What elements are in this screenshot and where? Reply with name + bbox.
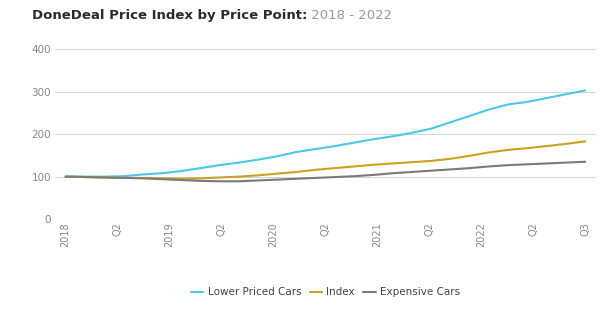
Expensive Cars <box>293 177 300 181</box>
Expensive Cars <box>139 177 146 180</box>
Expensive Cars <box>351 174 358 178</box>
Lower Priced Cars <box>293 150 300 154</box>
Lower Priced Cars <box>485 108 492 111</box>
Expensive Cars <box>581 160 589 164</box>
Index <box>293 170 300 174</box>
Index <box>101 176 108 179</box>
Index <box>177 177 185 181</box>
Lower Priced Cars <box>196 166 204 170</box>
Lower Priced Cars <box>447 121 454 124</box>
Index <box>581 140 589 143</box>
Lower Priced Cars <box>254 158 262 162</box>
Lower Priced Cars <box>408 131 416 135</box>
Lower Priced Cars <box>120 174 127 178</box>
Expensive Cars <box>120 176 127 180</box>
Index <box>351 165 358 168</box>
Index <box>274 172 281 176</box>
Lower Priced Cars <box>466 114 473 118</box>
Index <box>120 176 127 180</box>
Lower Priced Cars <box>216 163 223 167</box>
Expensive Cars <box>370 173 377 177</box>
Expensive Cars <box>466 166 473 170</box>
Expensive Cars <box>62 175 69 178</box>
Expensive Cars <box>101 176 108 179</box>
Lower Priced Cars <box>524 100 531 104</box>
Expensive Cars <box>254 178 262 182</box>
Expensive Cars <box>524 162 531 166</box>
Lower Priced Cars <box>427 127 435 131</box>
Lower Priced Cars <box>62 175 69 178</box>
Expensive Cars <box>196 179 204 183</box>
Index <box>139 176 146 180</box>
Lower Priced Cars <box>177 169 185 173</box>
Expensive Cars <box>485 165 492 168</box>
Index <box>81 175 88 179</box>
Legend: Lower Priced Cars, Index, Expensive Cars: Lower Priced Cars, Index, Expensive Cars <box>191 287 460 297</box>
Line: Index: Index <box>66 141 585 179</box>
Index <box>408 160 416 164</box>
Text: DoneDeal Price Index by Price Point:: DoneDeal Price Index by Price Point: <box>32 9 307 23</box>
Index <box>235 175 243 178</box>
Index <box>505 148 512 152</box>
Lower Priced Cars <box>235 161 243 165</box>
Index <box>524 146 531 150</box>
Expensive Cars <box>235 179 243 183</box>
Index <box>562 142 570 146</box>
Expensive Cars <box>81 175 88 179</box>
Lower Priced Cars <box>581 89 589 92</box>
Index <box>427 159 435 163</box>
Expensive Cars <box>505 163 512 167</box>
Expensive Cars <box>562 161 570 165</box>
Expensive Cars <box>447 167 454 171</box>
Index <box>62 175 69 178</box>
Lower Priced Cars <box>158 171 166 175</box>
Expensive Cars <box>177 178 185 182</box>
Index <box>254 173 262 177</box>
Line: Lower Priced Cars: Lower Priced Cars <box>66 90 585 177</box>
Lower Priced Cars <box>81 175 88 178</box>
Lower Priced Cars <box>351 141 358 145</box>
Lower Priced Cars <box>389 134 397 138</box>
Lower Priced Cars <box>332 144 339 148</box>
Index <box>312 168 319 172</box>
Index <box>332 166 339 170</box>
Lower Priced Cars <box>312 147 319 151</box>
Lower Priced Cars <box>562 92 570 96</box>
Lower Priced Cars <box>139 173 146 177</box>
Lower Priced Cars <box>505 103 512 106</box>
Index <box>196 177 204 180</box>
Index <box>389 162 397 165</box>
Expensive Cars <box>427 169 435 172</box>
Lower Priced Cars <box>101 175 108 178</box>
Lower Priced Cars <box>370 137 377 141</box>
Expensive Cars <box>216 179 223 183</box>
Expensive Cars <box>312 176 319 180</box>
Expensive Cars <box>543 162 550 165</box>
Expensive Cars <box>408 170 416 174</box>
Index <box>370 163 377 167</box>
Index <box>216 176 223 179</box>
Expensive Cars <box>158 177 166 181</box>
Index <box>447 157 454 161</box>
Index <box>158 177 166 180</box>
Index <box>466 154 473 158</box>
Expensive Cars <box>332 175 339 179</box>
Index <box>543 144 550 148</box>
Expensive Cars <box>274 178 281 182</box>
Text: 2018 - 2022: 2018 - 2022 <box>307 9 392 23</box>
Line: Expensive Cars: Expensive Cars <box>66 162 585 181</box>
Lower Priced Cars <box>274 154 281 158</box>
Expensive Cars <box>389 171 397 175</box>
Index <box>485 151 492 154</box>
Lower Priced Cars <box>543 96 550 100</box>
